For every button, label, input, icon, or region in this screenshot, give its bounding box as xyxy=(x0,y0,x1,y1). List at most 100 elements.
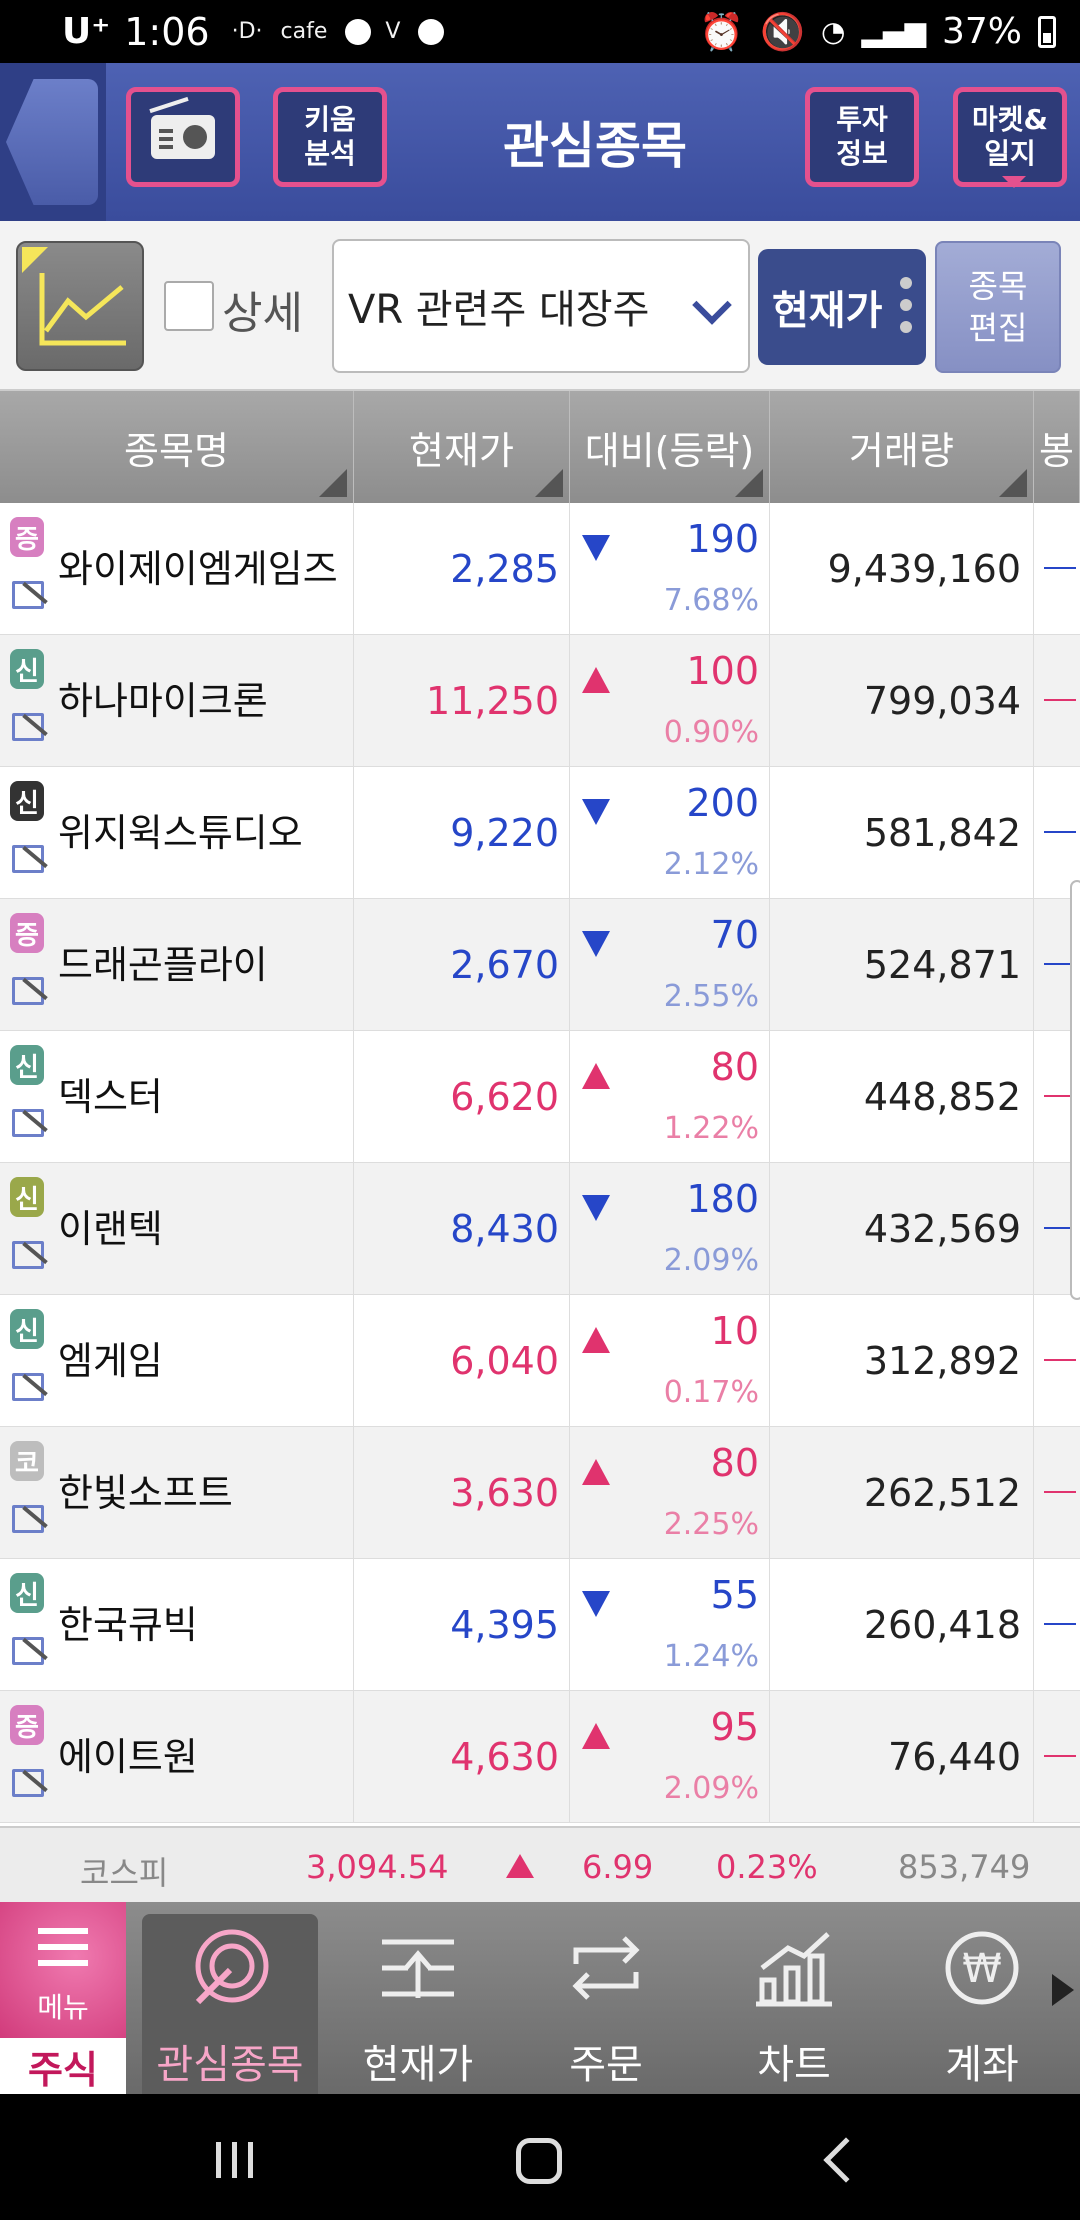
radio-button[interactable] xyxy=(126,87,240,187)
header-volume[interactable]: 거래량 xyxy=(770,391,1034,503)
down-arrow-icon xyxy=(582,535,610,561)
stock-name-cell[interactable]: 신 엠게임 xyxy=(0,1295,354,1427)
up-arrow-icon xyxy=(582,1327,610,1353)
home-icon[interactable] xyxy=(516,2138,562,2184)
status-right: ⏰ 🔇 ◔ ▂▄▆ 37% xyxy=(699,11,1056,53)
credit-icon xyxy=(10,1633,46,1669)
scroll-handle[interactable] xyxy=(1070,880,1080,1300)
bar-chart-icon xyxy=(756,1932,832,2007)
change-value: 180 xyxy=(686,1177,759,1221)
stock-name-cell[interactable]: 증 에이트원 xyxy=(0,1691,354,1823)
stock-name: 이랜텍 xyxy=(58,1207,163,1251)
market-journal-button[interactable]: 마켓& 일지 xyxy=(953,87,1067,188)
nav-chart[interactable]: 차트 xyxy=(706,1914,882,2094)
market-badge: 증 xyxy=(10,913,44,953)
page-title: 관심종목 xyxy=(503,117,687,175)
index-bar[interactable]: 코스피 3,094.54 6.99 0.23% 853,749 xyxy=(0,1826,1080,1902)
change-percent: 0.90% xyxy=(663,715,759,750)
change-cell: 80 1.22% xyxy=(570,1031,770,1163)
candle-mark xyxy=(1044,699,1076,701)
nav-next-arrow-icon[interactable] xyxy=(1052,1974,1074,2006)
volume-value: 799,034 xyxy=(863,679,1021,723)
stock-name-cell[interactable]: 신 위지윅스튜디오 xyxy=(0,767,354,899)
table-row[interactable]: 신 덱스터 6,620 80 1.22% 448,852 xyxy=(0,1031,1080,1163)
table-row[interactable]: 신 이랜텍 8,430 180 2.09% 432,569 xyxy=(0,1163,1080,1295)
nav-account[interactable]: ₩ 계좌 xyxy=(894,1914,1070,2094)
table-row[interactable]: 증 에이트원 4,630 95 2.09% 76,440 xyxy=(0,1691,1080,1823)
mute-icon: 🔇 xyxy=(760,11,805,53)
volume-cell: 448,852 xyxy=(770,1031,1034,1163)
header-change[interactable]: 대비(등락) xyxy=(570,391,770,503)
current-price: 11,250 xyxy=(426,679,559,723)
volume-cell: 9,439,160 xyxy=(770,503,1034,635)
change-cell: 55 1.24% xyxy=(570,1559,770,1691)
volume-cell: 260,418 xyxy=(770,1559,1034,1691)
stock-tab[interactable]: 주식 xyxy=(0,2038,126,2094)
change-cell: 180 2.09% xyxy=(570,1163,770,1295)
change-percent: 0.17% xyxy=(663,1375,759,1410)
market-badge: 신 xyxy=(10,649,44,689)
stock-name-cell[interactable]: 신 덱스터 xyxy=(0,1031,354,1163)
nav-order[interactable]: 주문 xyxy=(518,1914,694,2094)
menu-button[interactable]: 메뉴 xyxy=(0,1902,126,2038)
candle-cell xyxy=(1034,1295,1080,1427)
notification-icon-chat xyxy=(418,18,445,45)
edit-stocks-button[interactable]: 종목 편집 xyxy=(935,241,1061,373)
nav-current-price[interactable]: 현재가 xyxy=(330,1914,506,2094)
stock-name-cell[interactable]: 신 한국큐빅 xyxy=(0,1559,354,1691)
sort-icon xyxy=(735,469,763,497)
stock-name-cell[interactable]: 증 드래곤플라이 xyxy=(0,899,354,1031)
chart-toggle-button[interactable] xyxy=(16,241,144,371)
header-candle[interactable]: 봉 xyxy=(1034,391,1080,503)
index-change: 6.99 xyxy=(582,1848,654,1886)
change-percent: 2.09% xyxy=(663,1243,759,1278)
change-value: 10 xyxy=(710,1309,759,1353)
table-row[interactable]: 신 엠게임 6,040 10 0.17% 312,892 xyxy=(0,1295,1080,1427)
nav-watchlist[interactable]: 관심종목 xyxy=(142,1914,318,2094)
current-price-button[interactable]: 현재가 xyxy=(758,249,926,365)
table-row[interactable]: 증 드래곤플라이 2,670 70 2.55% 524,871 xyxy=(0,899,1080,1031)
change-percent: 1.24% xyxy=(663,1639,759,1674)
header-current-price[interactable]: 현재가 xyxy=(354,391,570,503)
recent-apps-icon[interactable] xyxy=(216,2142,256,2178)
price-cell: 8,430 xyxy=(354,1163,570,1295)
header-stock-name[interactable]: 종목명 xyxy=(0,391,354,503)
back-nav-icon[interactable] xyxy=(823,2137,869,2183)
price-cell: 2,670 xyxy=(354,899,570,1031)
table-row[interactable]: 신 위지윅스튜디오 9,220 200 2.12% 581,842 xyxy=(0,767,1080,899)
kiwoom-analysis-button[interactable]: 키움 분석 xyxy=(273,87,387,187)
stock-name-cell[interactable]: 증 와이제이엠게임즈 xyxy=(0,503,354,635)
app-header: 키움 분석 관심종목 투자 정보 마켓& 일지 xyxy=(0,63,1080,221)
table-row[interactable]: 신 한국큐빅 4,395 55 1.24% 260,418 xyxy=(0,1559,1080,1691)
detail-checkbox[interactable] xyxy=(164,281,214,331)
candle-cell xyxy=(1034,1559,1080,1691)
candle-cell xyxy=(1034,899,1080,1031)
credit-icon xyxy=(10,709,46,745)
radio-icon xyxy=(151,115,215,159)
credit-icon xyxy=(10,1237,46,1273)
candle-cell xyxy=(1034,503,1080,635)
table-row[interactable]: 신 하나마이크론 11,250 100 0.90% 799,034 xyxy=(0,635,1080,767)
table-row[interactable]: 코 한빛소프트 3,630 80 2.25% 262,512 xyxy=(0,1427,1080,1559)
investment-info-button[interactable]: 투자 정보 xyxy=(805,87,919,187)
volume-value: 312,892 xyxy=(863,1339,1021,1383)
current-price: 2,670 xyxy=(450,943,559,987)
candle-cell xyxy=(1034,767,1080,899)
back-button[interactable] xyxy=(0,63,106,221)
market-badge: 증 xyxy=(10,517,44,557)
candle-mark xyxy=(1044,963,1076,965)
stock-name-cell[interactable]: 신 이랜텍 xyxy=(0,1163,354,1295)
change-cell: 70 2.55% xyxy=(570,899,770,1031)
down-arrow-icon xyxy=(582,1195,610,1221)
current-price: 2,285 xyxy=(450,547,559,591)
stock-name-cell[interactable]: 코 한빛소프트 xyxy=(0,1427,354,1559)
table-row[interactable]: 증 와이제이엠게임즈 2,285 190 7.68% 9,439,160 xyxy=(0,503,1080,635)
volume-cell: 524,871 xyxy=(770,899,1034,1031)
change-percent: 2.25% xyxy=(663,1507,759,1542)
watchlist-group-select[interactable]: VR 관련주 대장주 xyxy=(332,239,750,373)
volume-cell: 76,440 xyxy=(770,1691,1034,1823)
candle-mark xyxy=(1044,1227,1076,1229)
volume-cell: 312,892 xyxy=(770,1295,1034,1427)
change-cell: 95 2.09% xyxy=(570,1691,770,1823)
stock-name-cell[interactable]: 신 하나마이크론 xyxy=(0,635,354,767)
